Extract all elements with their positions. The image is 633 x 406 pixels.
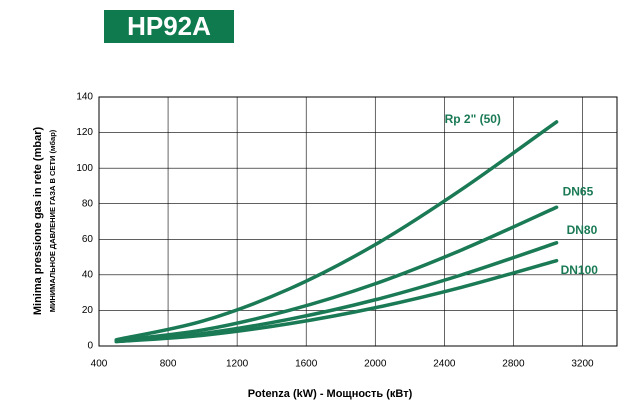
x-axis-label: Potenza (kW) - Мощность (кВт) bbox=[248, 388, 413, 400]
x-tick-label: 400 bbox=[91, 359, 108, 370]
x-tick-label: 2000 bbox=[364, 359, 387, 370]
y-tick-label: 40 bbox=[82, 269, 94, 280]
y-tick-label: 60 bbox=[82, 234, 94, 245]
x-tick-label: 2800 bbox=[502, 359, 525, 370]
title-box bbox=[104, 10, 234, 43]
series-label: DN100 bbox=[561, 263, 599, 277]
y-tick-label: 120 bbox=[76, 127, 93, 138]
x-tick-label: 2400 bbox=[433, 359, 456, 370]
series-line bbox=[114, 205, 559, 343]
x-tick-label: 1200 bbox=[226, 359, 249, 370]
series-label: DN65 bbox=[563, 184, 594, 198]
y-tick-label: 140 bbox=[76, 92, 93, 103]
y-tick-label: 80 bbox=[82, 198, 94, 209]
chart-title: HP92A bbox=[127, 11, 211, 41]
y-axis-label-2: МИНИМАЛЬНОЕ ДАВЛЕНИЕ ГАЗА В СЕТИ (мбар) bbox=[48, 129, 57, 312]
y-axis-label: Minima pressione gas in rete (mbar) bbox=[32, 127, 44, 316]
x-tick-label: 3200 bbox=[571, 359, 594, 370]
series-line bbox=[114, 120, 559, 342]
series-label: DN80 bbox=[567, 223, 598, 237]
series-label: Rp 2" (50) bbox=[445, 112, 501, 126]
series-line bbox=[114, 258, 559, 344]
x-tick-label: 800 bbox=[160, 359, 177, 370]
x-tick-label: 1600 bbox=[295, 359, 318, 370]
y-tick-label: 0 bbox=[87, 341, 93, 352]
y-tick-label: 20 bbox=[82, 305, 94, 316]
y-tick-label: 100 bbox=[76, 163, 93, 174]
